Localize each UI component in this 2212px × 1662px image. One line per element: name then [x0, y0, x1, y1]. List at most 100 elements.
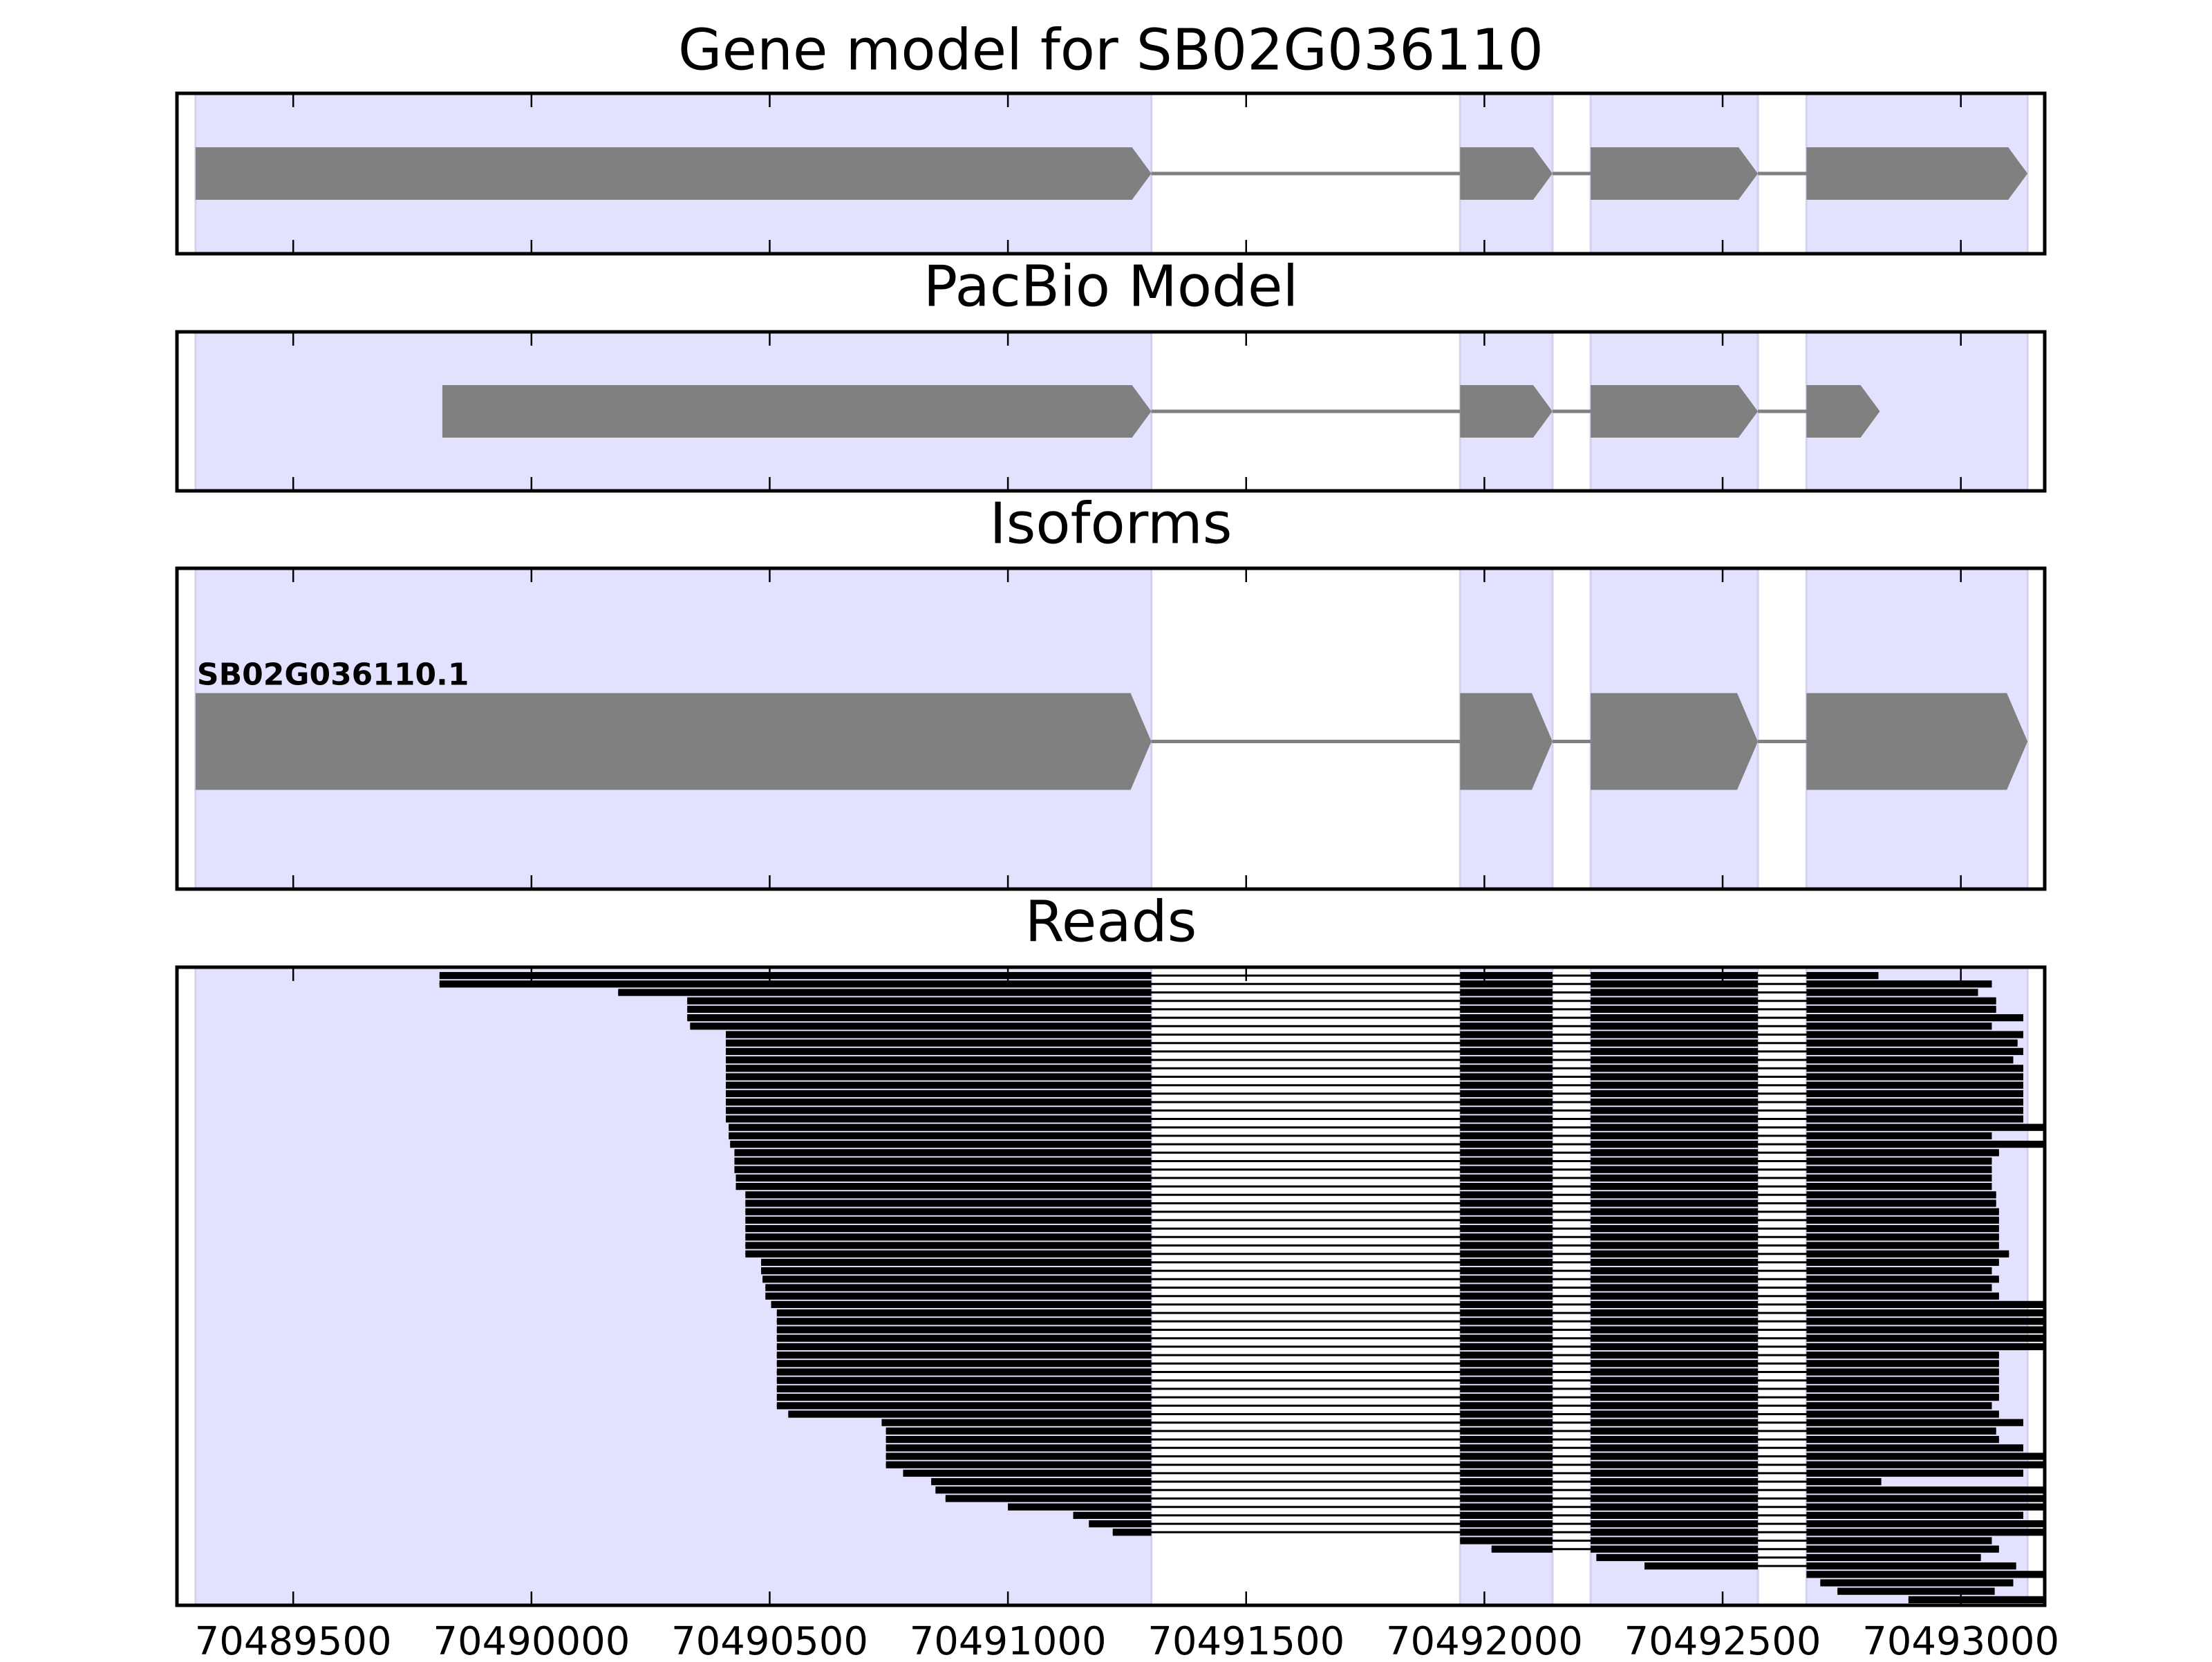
- x-tick-label: 70490000: [433, 1619, 630, 1659]
- exon: [1806, 385, 1880, 438]
- read-block: [1460, 1419, 1553, 1426]
- read-block: [1806, 1444, 2023, 1452]
- read-block: [1806, 1039, 2018, 1047]
- read: [1837, 1587, 1995, 1595]
- read-block: [726, 1098, 1152, 1106]
- read-block: [1806, 1014, 2023, 1022]
- read-block: [1460, 1326, 1553, 1334]
- read: [885, 1435, 1999, 1444]
- read-block: [687, 1005, 1152, 1014]
- read-block: [1460, 1486, 1553, 1494]
- read-block: [1460, 1334, 1553, 1342]
- read: [745, 1250, 2009, 1258]
- read-block: [1806, 1520, 2045, 1528]
- read-block: [1806, 1435, 1999, 1444]
- read-block: [726, 1073, 1152, 1081]
- read-block: [1460, 997, 1553, 1005]
- read: [726, 1081, 2023, 1089]
- read-block: [1591, 1023, 1759, 1030]
- read-block: [1591, 1495, 1759, 1502]
- read-block: [1460, 1140, 1553, 1148]
- read-block: [1806, 1174, 1992, 1182]
- read-block: [1460, 1300, 1553, 1309]
- read-block: [1460, 1081, 1553, 1089]
- read: [745, 1216, 1999, 1224]
- read-block: [1460, 1318, 1553, 1325]
- read-block: [734, 1149, 1152, 1157]
- read-block: [1806, 1149, 1999, 1157]
- read-block: [1806, 1562, 2016, 1570]
- read-block: [1460, 1402, 1553, 1410]
- read: [776, 1360, 1999, 1367]
- panel: PacBio Model: [175, 254, 2047, 493]
- panel-title: Gene model for SB02G036110: [678, 17, 1544, 83]
- read: [734, 1149, 1999, 1157]
- read-block: [745, 1224, 1152, 1233]
- plot-area: [194, 568, 2029, 889]
- read-block: [1806, 1267, 1992, 1275]
- read: [439, 971, 1879, 980]
- read-block: [1806, 1503, 2045, 1511]
- read-block: [885, 1444, 1152, 1452]
- exon: [195, 693, 1152, 790]
- read-block: [885, 1453, 1152, 1460]
- read-block: [1008, 1503, 1152, 1511]
- read: [735, 1182, 1992, 1191]
- read-block: [1460, 1520, 1553, 1528]
- read-block: [1806, 1537, 1992, 1544]
- read-block: [1806, 1224, 1999, 1233]
- read-block: [881, 1419, 1152, 1426]
- read-block: [1591, 1486, 1759, 1494]
- read: [903, 1469, 2023, 1477]
- read-block: [1591, 1140, 1759, 1148]
- read-block: [1460, 1065, 1553, 1072]
- read-block: [1591, 1073, 1759, 1081]
- read: [1073, 1511, 2023, 1520]
- x-tick-label: 70490500: [671, 1619, 868, 1659]
- read: [726, 1056, 2014, 1064]
- read: [690, 1023, 1992, 1030]
- read-block: [1806, 1402, 1992, 1410]
- read: [776, 1385, 1999, 1393]
- read-block: [1806, 1419, 2023, 1426]
- read: [1089, 1520, 2045, 1528]
- read-block: [1460, 1115, 1553, 1123]
- read-block: [771, 1300, 1152, 1309]
- read-block: [1644, 1562, 1759, 1570]
- read-block: [1806, 1191, 1996, 1199]
- read-block: [1591, 1376, 1759, 1384]
- read: [730, 1140, 2045, 1148]
- read-block: [1460, 1199, 1553, 1207]
- read-block: [734, 1157, 1152, 1165]
- read-block: [1591, 1402, 1759, 1410]
- read: [776, 1376, 1999, 1384]
- read-block: [1591, 1334, 1759, 1342]
- read-block: [945, 1495, 1152, 1502]
- read-block: [1806, 1115, 2023, 1123]
- read-block: [885, 1435, 1152, 1444]
- panel: Gene model for SB02G036110: [175, 17, 2047, 256]
- read-block: [1806, 1427, 1996, 1435]
- read-block: [1460, 1098, 1553, 1106]
- x-tick-label: 70491000: [910, 1619, 1107, 1659]
- read-block: [1806, 1368, 1999, 1376]
- read-block: [1591, 1039, 1759, 1047]
- read: [745, 1199, 1996, 1207]
- read-block: [1806, 1005, 1996, 1014]
- read-block: [745, 1242, 1152, 1249]
- read: [726, 1073, 2023, 1081]
- read: [771, 1300, 2045, 1309]
- read-block: [1806, 1300, 2045, 1309]
- read-block: [1820, 1579, 2014, 1587]
- read-block: [1806, 1073, 2023, 1081]
- read-block: [1806, 1166, 1992, 1173]
- read-block: [776, 1309, 1152, 1317]
- read-block: [1460, 1242, 1553, 1249]
- read-block: [1460, 1107, 1553, 1114]
- read-block: [726, 1081, 1152, 1089]
- read: [687, 997, 1996, 1005]
- read-block: [1806, 1334, 2045, 1342]
- read: [931, 1477, 1882, 1486]
- read-block: [1806, 971, 1879, 980]
- read-block: [745, 1216, 1152, 1224]
